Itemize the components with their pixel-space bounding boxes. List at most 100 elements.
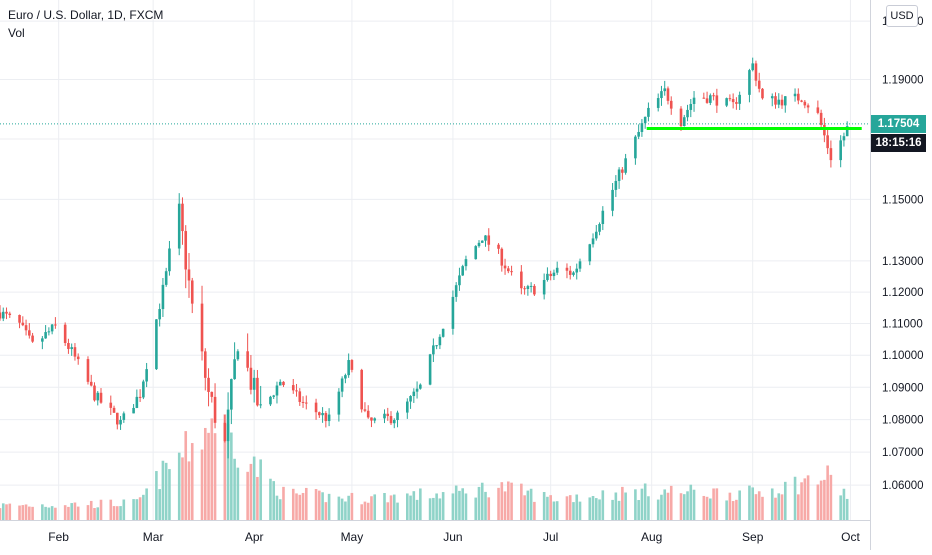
- volume-bar: [441, 492, 445, 520]
- volume-bar: [533, 501, 536, 520]
- candle-body: [272, 395, 276, 397]
- volume-bar: [50, 506, 54, 520]
- candle-body: [226, 409, 230, 442]
- volume-bar: [640, 488, 644, 520]
- volume-bar: [1, 503, 5, 520]
- candle-body: [598, 224, 601, 232]
- candle-body: [41, 338, 44, 342]
- volume-bar: [389, 495, 393, 520]
- candle-body: [386, 413, 390, 417]
- volume-bar: [135, 499, 139, 520]
- volume-bar: [223, 414, 227, 520]
- volume-bar: [360, 504, 363, 520]
- time-tick-label: Mar: [143, 530, 164, 544]
- candle-body: [458, 275, 461, 286]
- price-tick-label: 1.10000: [882, 350, 924, 362]
- candle-body: [480, 240, 484, 243]
- candle-body: [324, 413, 328, 422]
- candle-body: [803, 101, 807, 106]
- volume-bars: [0, 414, 849, 520]
- volume-bar: [24, 504, 28, 520]
- volume-bar: [845, 498, 849, 520]
- volume-bar: [28, 506, 31, 520]
- candle-body: [725, 98, 728, 106]
- candle-body: [396, 412, 399, 421]
- volume-indicator-label[interactable]: Vol: [8, 26, 25, 40]
- volume-bar: [464, 493, 468, 520]
- currency-button[interactable]: USD: [886, 5, 918, 27]
- candle-body: [230, 379, 233, 410]
- candle-body: [738, 94, 741, 104]
- time-tick-label: Feb: [48, 530, 69, 544]
- volume-bar: [601, 490, 605, 520]
- candle-body: [363, 409, 367, 411]
- candle-body: [304, 402, 308, 404]
- candle-body: [523, 288, 526, 290]
- volume-bar: [503, 491, 507, 520]
- candles: [0, 57, 849, 459]
- time-axis[interactable]: Feb Mar Apr May Jun Jul Aug Sep Oct: [0, 520, 870, 545]
- volume-bar: [588, 497, 592, 520]
- price-axis[interactable]: 1.06000 1.07000 1.08000 1.09000 1.10000 1.110…: [870, 0, 932, 550]
- volume-bar: [428, 498, 432, 520]
- candle-body: [412, 391, 416, 397]
- candle-body: [611, 189, 614, 211]
- volume-bar: [291, 488, 295, 520]
- volume-bar: [252, 456, 256, 520]
- volume-bar: [236, 467, 240, 520]
- candle-body: [223, 422, 227, 442]
- candle-body: [67, 343, 70, 349]
- volume-bar: [568, 495, 572, 520]
- price-axis-background: [870, 0, 932, 550]
- volume-bar: [321, 492, 324, 520]
- candle-body: [728, 98, 732, 100]
- candle-body: [190, 280, 194, 304]
- volume-bar: [682, 494, 686, 520]
- candle-body: [96, 392, 100, 401]
- volume-bar: [692, 489, 696, 520]
- candle-body: [819, 112, 823, 125]
- candle-body: [203, 351, 207, 378]
- candle-body: [89, 381, 93, 386]
- volume-bar: [392, 494, 396, 520]
- candle-body: [754, 63, 758, 81]
- symbol-title[interactable]: Euro / U.S. Dollar, 1D, FXCM: [8, 8, 164, 22]
- candle-body: [549, 273, 552, 277]
- volume-bar: [96, 507, 100, 520]
- volume-bar: [438, 498, 442, 520]
- volume-bar: [366, 502, 370, 520]
- volume-bar: [679, 493, 683, 520]
- candle-body: [28, 330, 31, 336]
- candle-body: [845, 126, 849, 137]
- candle-body: [389, 416, 393, 424]
- candle-body: [370, 417, 373, 421]
- volume-bar: [735, 499, 738, 520]
- candle-body: [435, 345, 438, 347]
- candle-body: [259, 404, 262, 406]
- candle-body: [419, 384, 422, 389]
- candle-body: [555, 267, 559, 273]
- candle-body: [621, 169, 624, 173]
- volume-bar: [432, 497, 435, 520]
- candle-body: [542, 279, 546, 295]
- candle-body: [826, 135, 829, 149]
- candle-body: [207, 377, 210, 392]
- volume-bar: [793, 476, 797, 520]
- candle-body: [823, 124, 826, 136]
- candle-body: [829, 148, 833, 161]
- candle-body: [181, 203, 184, 232]
- candle-body: [256, 377, 259, 406]
- candle-body: [337, 391, 341, 415]
- candle-body: [774, 96, 777, 105]
- volume-bar: [823, 479, 826, 520]
- volume-bar: [73, 502, 77, 520]
- candle-body: [656, 98, 660, 108]
- candle-body: [500, 248, 504, 266]
- price-tick-label: 1.06000: [882, 480, 924, 492]
- candle-body: [806, 105, 810, 108]
- volume-bar: [686, 491, 689, 520]
- volume-bar: [200, 449, 204, 520]
- candle-body: [314, 402, 318, 413]
